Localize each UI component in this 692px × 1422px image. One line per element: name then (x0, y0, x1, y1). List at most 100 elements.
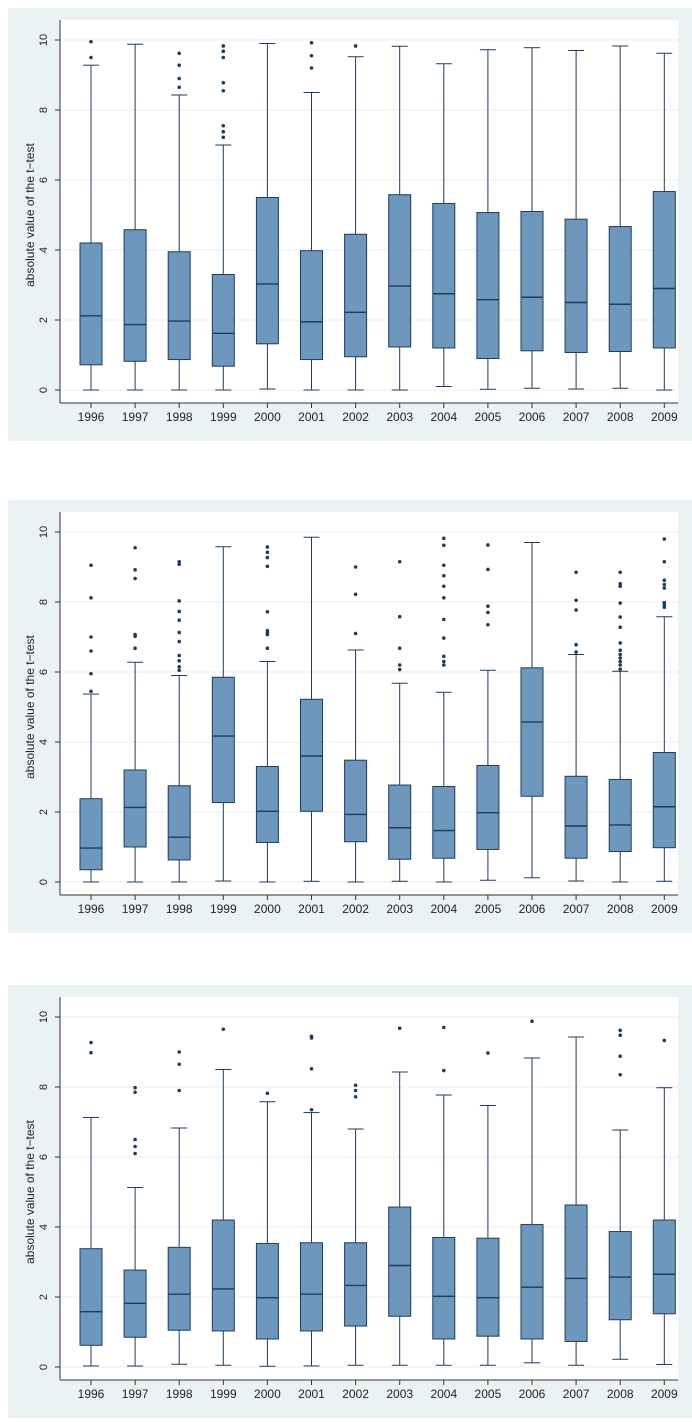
box-iqr (123, 229, 147, 362)
x-tick-label: 2009 (651, 1387, 678, 1401)
box-iqr (300, 1242, 323, 1332)
box-iqr (255, 197, 279, 345)
x-tick-label: 2009 (651, 902, 678, 916)
box-1999 (211, 1027, 235, 1366)
x-tick-label: 1998 (166, 902, 193, 916)
x-tick-label: 2000 (254, 1387, 281, 1401)
x-tick-label: 2003 (386, 1387, 413, 1401)
outlier-point (618, 641, 622, 645)
outlier-point (662, 1038, 667, 1043)
outlier-point (177, 653, 181, 658)
outlier-point (618, 648, 622, 653)
outlier-point (309, 66, 314, 70)
outlier-point (618, 652, 622, 657)
x-tick-label: 2006 (519, 902, 546, 916)
box-1997 (123, 43, 147, 391)
box-iqr (211, 274, 235, 367)
outlier-point (133, 568, 137, 572)
outlier-point (662, 582, 667, 587)
y-axis-label: absolute value of the t−test (23, 1119, 37, 1263)
outlier-point (89, 635, 93, 639)
outlier-point (177, 659, 181, 663)
outlier-point (221, 1027, 226, 1032)
outlier-point (133, 1144, 137, 1149)
outlier-point (662, 559, 667, 564)
x-tick-label: 1996 (78, 410, 105, 424)
y-tick-label: 4 (38, 739, 50, 745)
outlier-point (442, 1068, 446, 1073)
box-2008 (608, 570, 632, 883)
box-iqr (564, 1204, 588, 1342)
y-tick-label: 6 (38, 669, 50, 675)
outlier-point (442, 659, 446, 664)
x-tick-label: 1996 (78, 1387, 105, 1401)
outlier-point (89, 1040, 93, 1045)
outlier-point (397, 646, 402, 650)
box-iqr (255, 766, 279, 843)
box-iqr (520, 1224, 544, 1340)
y-tick-label: 2 (38, 317, 50, 323)
outlier-point (221, 129, 226, 134)
x-tick-label: 2004 (430, 1387, 457, 1401)
box-2004 (432, 63, 456, 387)
outlier-point (177, 599, 181, 603)
box-iqr (167, 785, 191, 861)
x-tick-label: 2008 (607, 902, 634, 916)
x-tick-label: 2000 (254, 902, 281, 916)
outlier-point (442, 563, 446, 568)
box-1999 (211, 44, 235, 391)
box-iqr (476, 764, 500, 850)
chart-panel-2: 0 2 4 6 8 10 absolute value of the t−test 1996 1… (8, 500, 692, 933)
box-iqr (388, 194, 412, 348)
x-tick-label: 2007 (563, 1387, 590, 1401)
outlier-point (574, 608, 578, 612)
box-2009 (652, 1038, 676, 1366)
box-iqr (79, 798, 103, 871)
outlier-point (574, 642, 578, 647)
box-1997 (123, 545, 147, 883)
outlier-point (177, 63, 181, 67)
outlier-point (662, 600, 667, 605)
box-2000 (255, 43, 279, 390)
outlier-point (442, 617, 446, 622)
box-plot-1996-2009-panel-2: 0 2 4 6 8 10 absolute value of the t−test 1996 1… (23, 512, 678, 916)
outlier-point (618, 667, 622, 671)
box-2002 (344, 565, 368, 883)
outlier-point (442, 596, 446, 600)
y-tick-label: 0 (38, 879, 50, 885)
y-tick-label: 2 (38, 809, 50, 815)
y-tick-label: 10 (38, 34, 50, 46)
outlier-point (353, 592, 358, 597)
box-iqr (344, 1242, 368, 1327)
x-tick-label: 2007 (563, 902, 590, 916)
box-iqr (476, 212, 500, 359)
x-tick-label: 2005 (475, 410, 502, 424)
outlier-point (89, 649, 93, 653)
outlier-point (442, 654, 446, 659)
x-tick-label: 2004 (430, 902, 457, 916)
outlier-point (265, 550, 270, 555)
box-2001 (300, 1034, 323, 1367)
outlier-point (618, 1054, 622, 1058)
x-tick-label: 1998 (166, 1387, 193, 1401)
y-tick-label: 0 (38, 387, 50, 393)
outlier-point (221, 135, 226, 140)
y-tick-label: 10 (38, 526, 50, 538)
outlier-point (221, 80, 226, 85)
outlier-point (221, 55, 226, 60)
outlier-point (662, 586, 667, 590)
x-tick-label: 2003 (386, 410, 413, 424)
box-iqr (652, 191, 676, 349)
outlier-point (177, 76, 181, 81)
y-tick-label: 2 (38, 1294, 50, 1300)
box-2000 (255, 1091, 279, 1367)
y-axis-label: absolute value of the t−test (23, 142, 37, 286)
x-tick-label: 1997 (122, 410, 149, 424)
box-2006 (520, 47, 544, 389)
outlier-point (397, 667, 402, 672)
box-2007 (564, 50, 588, 390)
outlier-point (309, 53, 314, 58)
box-iqr (432, 202, 456, 349)
y-tick-label: 6 (38, 1154, 50, 1160)
box-2003 (388, 1026, 412, 1366)
